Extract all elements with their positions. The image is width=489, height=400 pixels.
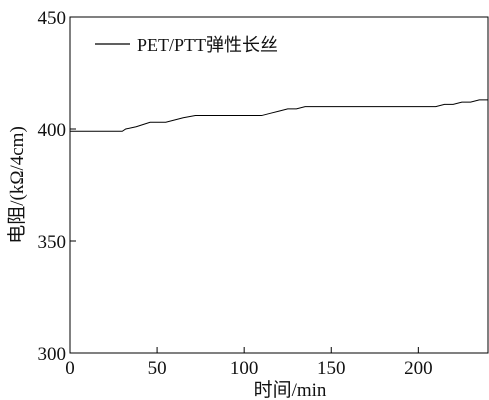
x-tick-label: 200 bbox=[404, 358, 433, 379]
y-tick-label: 300 bbox=[38, 344, 67, 365]
x-tick-label: 0 bbox=[65, 358, 75, 379]
y-tick-label: 450 bbox=[38, 8, 67, 29]
y-tick-label: 400 bbox=[38, 120, 67, 141]
series-layer bbox=[70, 99, 488, 132]
y-axis-ticks: 300 350 400 450 bbox=[38, 8, 76, 365]
x-tick-label: 150 bbox=[317, 358, 346, 379]
x-axis-label: 时间/min bbox=[254, 379, 327, 400]
x-tick-label: 50 bbox=[148, 358, 167, 379]
x-tick-label: 100 bbox=[230, 358, 259, 379]
series-line bbox=[70, 99, 488, 132]
legend-label: PET/PTT弹性长丝 bbox=[137, 35, 278, 55]
x-axis-ticks: 0 50 100 150 200 bbox=[65, 347, 433, 379]
plot-area-border bbox=[69, 16, 489, 354]
y-axis-label: 电阻/(kΩ/4cm) bbox=[6, 126, 28, 244]
y-tick-label: 350 bbox=[38, 232, 67, 253]
plot-frame bbox=[69, 16, 489, 354]
legend: PET/PTT弹性长丝 bbox=[95, 35, 278, 55]
